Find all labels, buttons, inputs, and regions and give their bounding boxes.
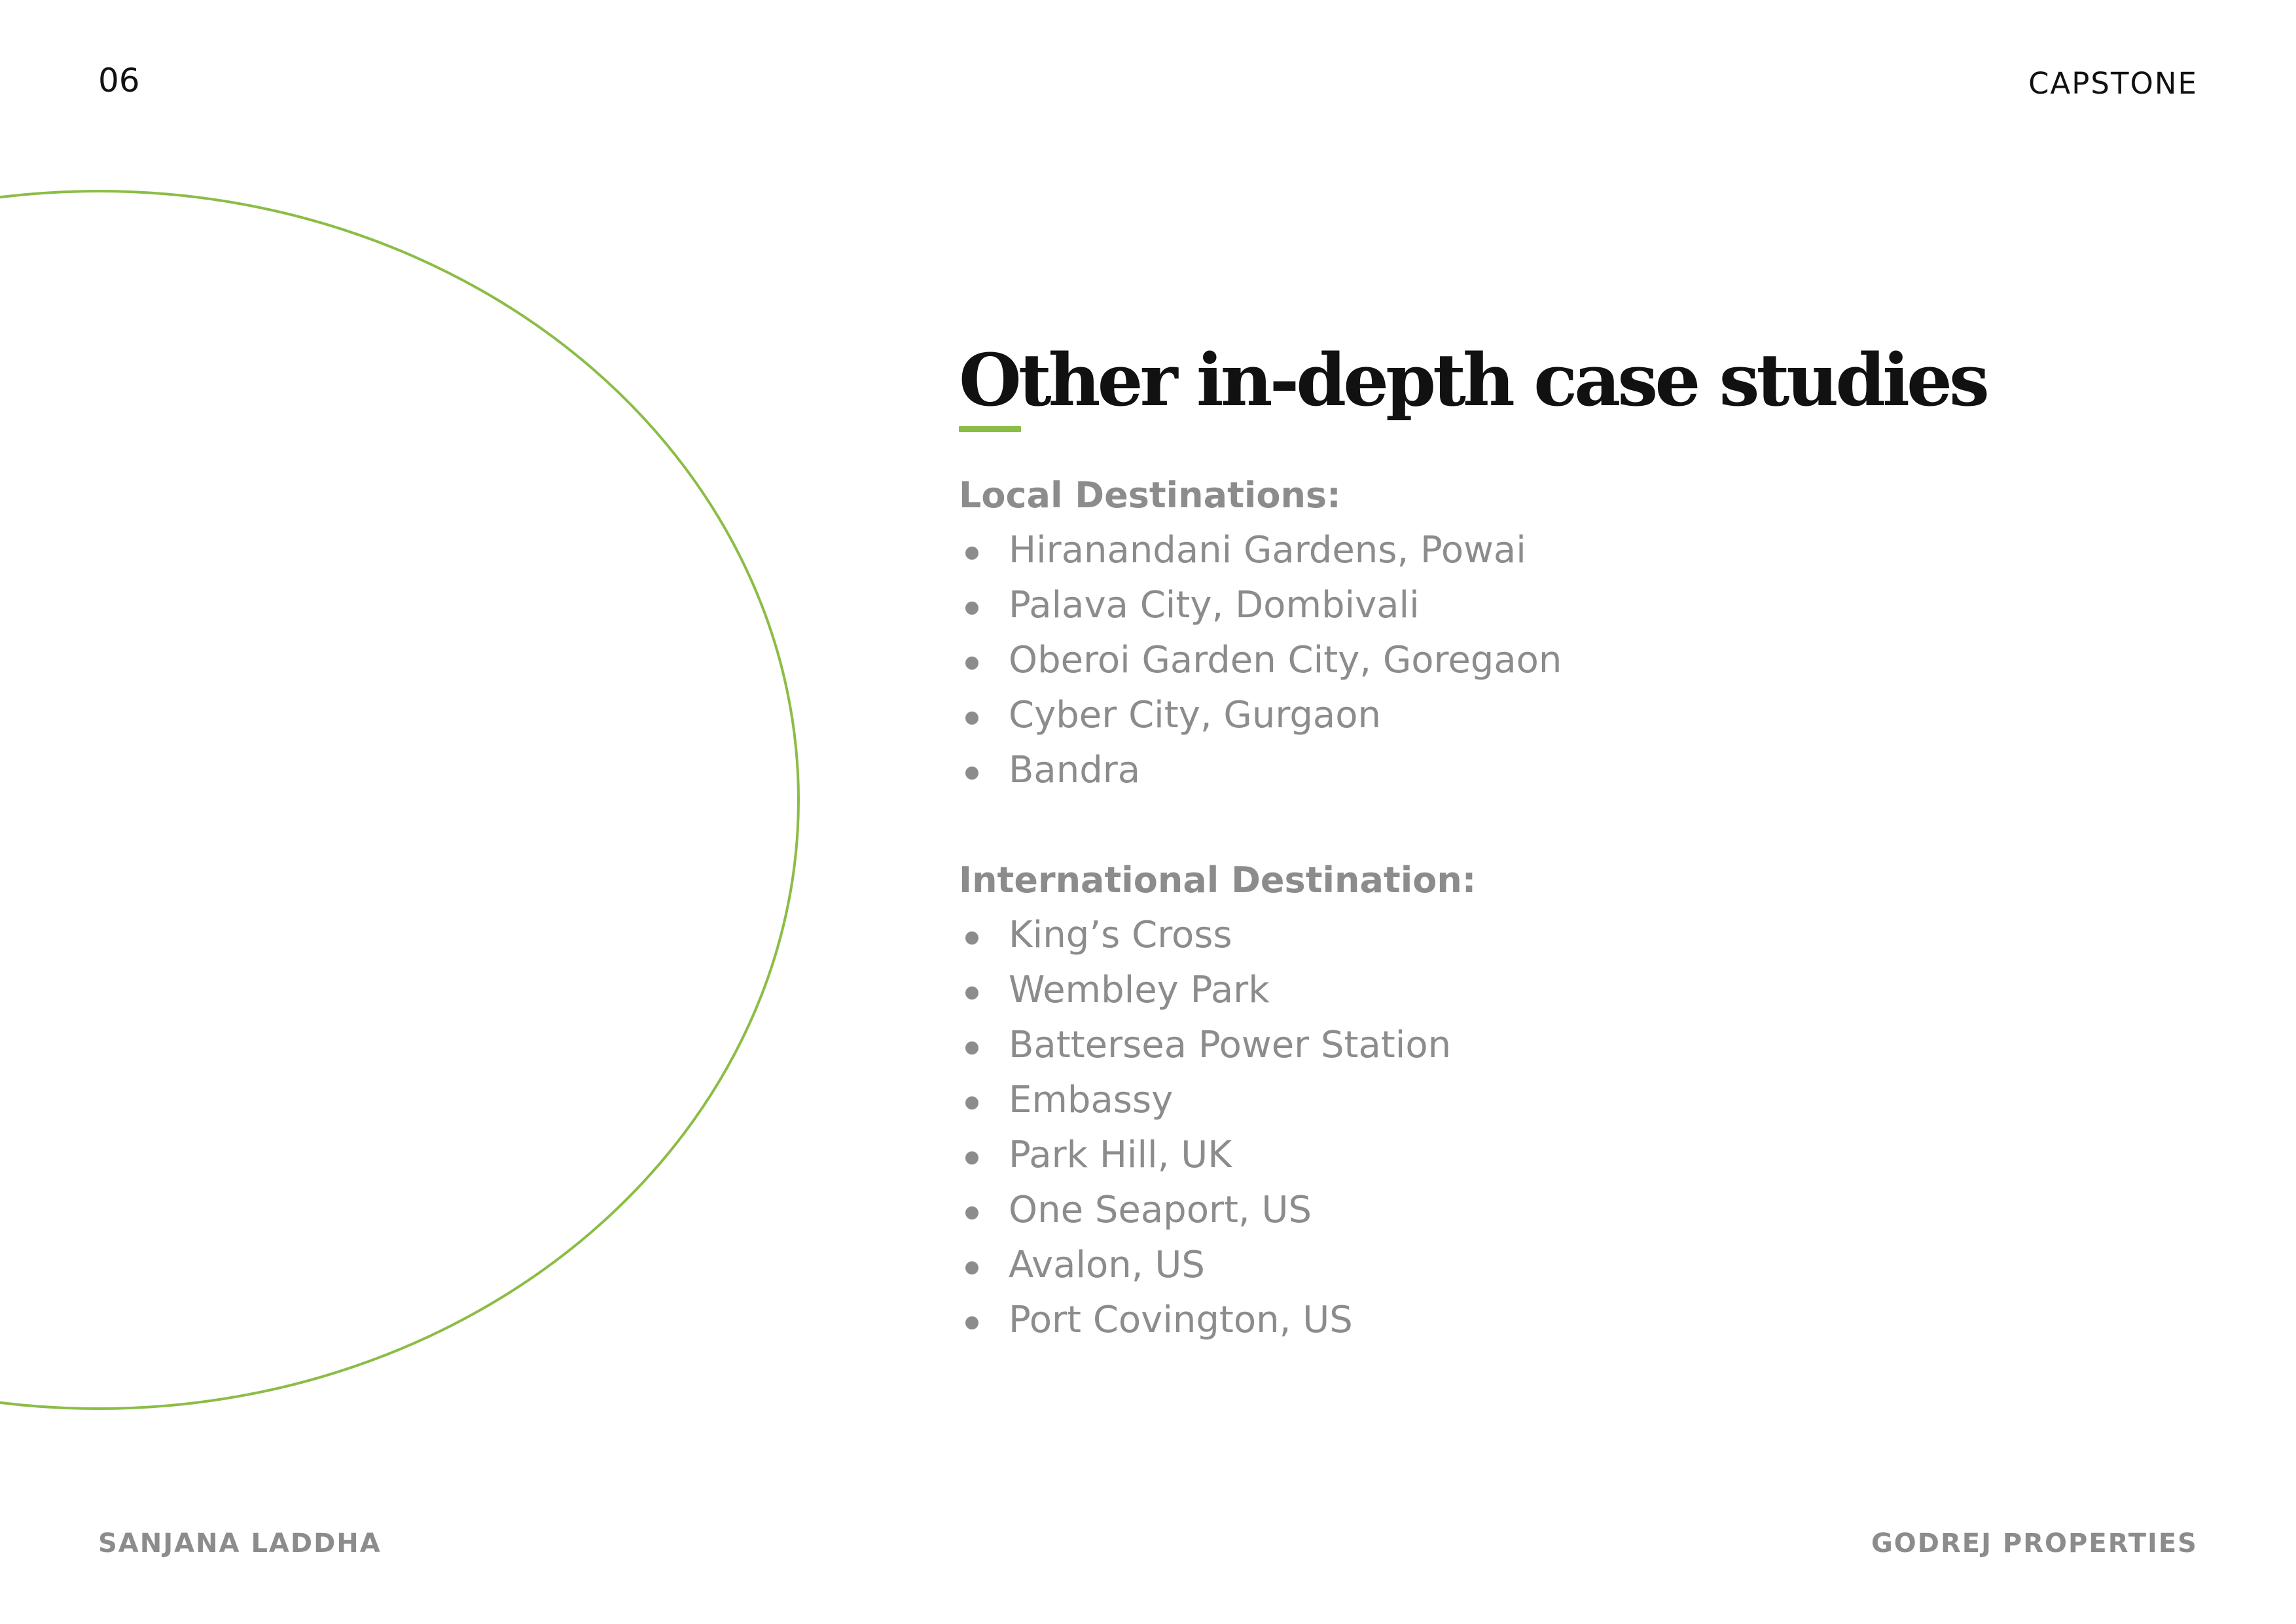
main-content: Other in-depth case studies Local Destin… xyxy=(959,340,2202,1348)
bullet-icon xyxy=(965,1206,978,1219)
list-item: King’s Cross xyxy=(959,908,2202,963)
bullet-icon xyxy=(965,657,978,670)
bullet-icon xyxy=(965,767,978,780)
list-item: Palava City, Dombivali xyxy=(959,578,2202,633)
list-item-label: Wembley Park xyxy=(1009,969,1270,1011)
title-underline-accent xyxy=(959,426,1021,432)
list-item-label: Battersea Power Station xyxy=(1009,1024,1452,1066)
list-item: Oberoi Garden City, Goregaon xyxy=(959,633,2202,688)
list-item: Battersea Power Station xyxy=(959,1018,2202,1073)
list-item: Avalon, US xyxy=(959,1238,2202,1293)
bullet-icon xyxy=(965,1151,978,1164)
bullet-icon xyxy=(965,712,978,725)
bullet-icon xyxy=(965,1096,978,1110)
list-item-label: Embassy xyxy=(1009,1079,1174,1121)
international-destinations-heading: International Destination: xyxy=(959,859,1477,901)
bullet-icon xyxy=(965,602,978,615)
decorative-circle-outline xyxy=(0,190,800,1410)
bullet-icon xyxy=(965,931,978,945)
list-item: Park Hill, UK xyxy=(959,1128,2202,1183)
international-destinations-list: King’s Cross Wembley Park Battersea Powe… xyxy=(959,908,2202,1348)
local-destinations-list: Hiranandani Gardens, Powai Palava City, … xyxy=(959,523,2202,798)
list-item-label: King’s Cross xyxy=(1009,914,1232,956)
list-item: Cyber City, Gurgaon xyxy=(959,688,2202,743)
footer-author: SANJANA LADDHA xyxy=(98,1528,382,1559)
page-number: 06 xyxy=(98,62,140,99)
list-item: One Seaport, US xyxy=(959,1183,2202,1238)
local-destinations-heading: Local Destinations: xyxy=(959,475,1341,516)
bullet-icon xyxy=(965,547,978,560)
list-item-label: Cyber City, Gurgaon xyxy=(1009,694,1381,736)
list-item: Hiranandani Gardens, Powai xyxy=(959,523,2202,578)
list-item-label: Park Hill, UK xyxy=(1009,1134,1232,1176)
list-item-label: Oberoi Garden City, Goregaon xyxy=(1009,639,1562,681)
list-item: Port Covington, US xyxy=(959,1293,2202,1348)
list-item-label: Port Covington, US xyxy=(1009,1299,1353,1341)
footer-company: GODREJ PROPERTIES xyxy=(1871,1528,2198,1559)
list-item: Wembley Park xyxy=(959,963,2202,1018)
bullet-icon xyxy=(965,986,978,1000)
list-item-label: Avalon, US xyxy=(1009,1244,1205,1286)
list-item-label: Bandra xyxy=(1009,749,1141,791)
document-label: CAPSTONE xyxy=(2028,66,2198,101)
page-title: Other in-depth case studies xyxy=(959,338,1990,422)
list-item: Embassy xyxy=(959,1073,2202,1128)
bullet-icon xyxy=(965,1041,978,1055)
list-item-label: Palava City, Dombivali xyxy=(1009,584,1420,626)
list-item: Bandra xyxy=(959,743,2202,798)
bullet-icon xyxy=(965,1261,978,1274)
list-item-label: One Seaport, US xyxy=(1009,1189,1312,1231)
list-item-label: Hiranandani Gardens, Powai xyxy=(1009,529,1526,571)
section-spacer xyxy=(959,798,2202,853)
bullet-icon xyxy=(965,1316,978,1329)
